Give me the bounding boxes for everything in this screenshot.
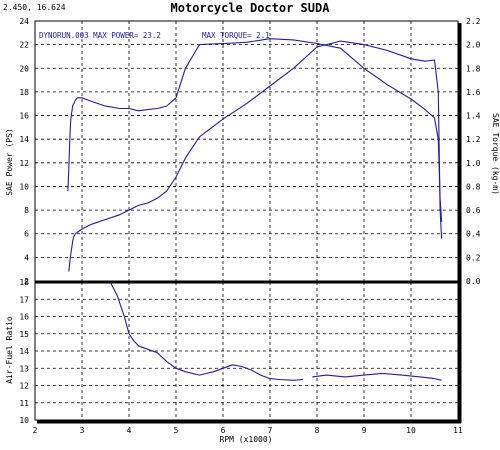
afr-tick-label: 14 — [19, 347, 29, 356]
afr-tick-label: 11 — [19, 399, 29, 408]
torque-tick-label: 2.0 — [466, 41, 481, 50]
power-tick-label: 24 — [19, 17, 29, 26]
rpm-tick-label: 11 — [453, 426, 463, 435]
torque-tick-label: 0.4 — [466, 230, 481, 239]
torque-axis-label: SAE Torque (kg-m) — [491, 113, 500, 195]
torque-axis-ticks: 0.0 0.2 0.4 0.6 0.8 1.0 1.2 1.4 1.6 1.8 2.0 2.2 — [466, 17, 481, 286]
power-tick-label: 16 — [19, 112, 29, 121]
rpm-tick-label: 4 — [127, 426, 132, 435]
upper-grid — [35, 21, 458, 281]
afr-tick-label: 12 — [19, 382, 29, 391]
torque-tick-label: 2.2 — [466, 17, 481, 26]
chart-title: Motorcycle Doctor SUDA — [170, 1, 330, 15]
series-line-afr-segment-2 — [312, 372, 442, 381]
power-tick-label: 20 — [19, 64, 29, 73]
torque-tick-label: 1.4 — [466, 112, 481, 121]
rpm-axis-label: RPM (x1000) — [220, 435, 273, 444]
power-tick-label: 12 — [19, 159, 29, 168]
lower-grid — [35, 282, 458, 420]
rpm-tick-label: 6 — [221, 426, 226, 435]
torque-tick-label: 1.8 — [466, 64, 481, 73]
power-tick-label: 6 — [24, 230, 29, 239]
power-tick-label: 14 — [19, 135, 29, 144]
torque-tick-label: 0.8 — [466, 182, 481, 191]
series-line-power-curve-b — [67, 38, 443, 222]
power-tick-label: 10 — [19, 182, 29, 191]
upper-plot-frame — [34, 20, 459, 282]
power-tick-label: 8 — [24, 206, 29, 215]
torque-tick-label: 0.0 — [466, 277, 481, 286]
afr-axis-ticks: 10 11 12 13 14 15 16 17 18 — [19, 278, 29, 425]
power-tick-label: 2 — [24, 277, 29, 286]
afr-tick-label: 16 — [19, 313, 29, 322]
rpm-tick-label: 9 — [362, 426, 367, 435]
rpm-tick-label: 5 — [174, 426, 179, 435]
rpm-tick-label: 7 — [268, 426, 273, 435]
torque-tick-label: 1.6 — [466, 88, 481, 97]
rpm-tick-label: 8 — [315, 426, 320, 435]
rpm-axis-ticks: 2 3 4 5 6 7 8 9 10 11 — [33, 426, 463, 435]
series-layer — [67, 38, 443, 381]
rpm-tick-label: 3 — [80, 426, 85, 435]
afr-tick-label: 15 — [19, 330, 29, 339]
power-tick-label: 4 — [24, 253, 29, 262]
afr-tick-label: 10 — [19, 416, 29, 425]
cursor-readout: 2.450, 16.624 — [3, 3, 66, 12]
afr-tick-label: 18 — [19, 278, 29, 287]
power-axis-label: SAE Power (PS) — [5, 128, 14, 195]
max-torque-annotation: MAX TORQUE= 2.1 — [202, 31, 270, 40]
power-tick-label: 18 — [19, 88, 29, 97]
torque-tick-label: 1.2 — [466, 135, 481, 144]
power-tick-label: 22 — [19, 41, 29, 50]
torque-tick-label: 0.6 — [466, 206, 481, 215]
torque-tick-label: 1.0 — [466, 159, 481, 168]
afr-tick-label: 13 — [19, 364, 29, 373]
rpm-tick-label: 2 — [33, 426, 38, 435]
afr-axis-label: Air-Fuel Ratio — [5, 316, 14, 384]
run-info-annotation: DYNORUN.003 MAX POWER= 23.2 — [39, 31, 161, 40]
rpm-tick-label: 10 — [406, 426, 416, 435]
afr-tick-label: 17 — [19, 295, 29, 304]
series-line-power-curve-a — [68, 40, 443, 272]
torque-tick-label: 0.2 — [466, 253, 481, 262]
series-line-afr-segment-1 — [109, 281, 303, 381]
